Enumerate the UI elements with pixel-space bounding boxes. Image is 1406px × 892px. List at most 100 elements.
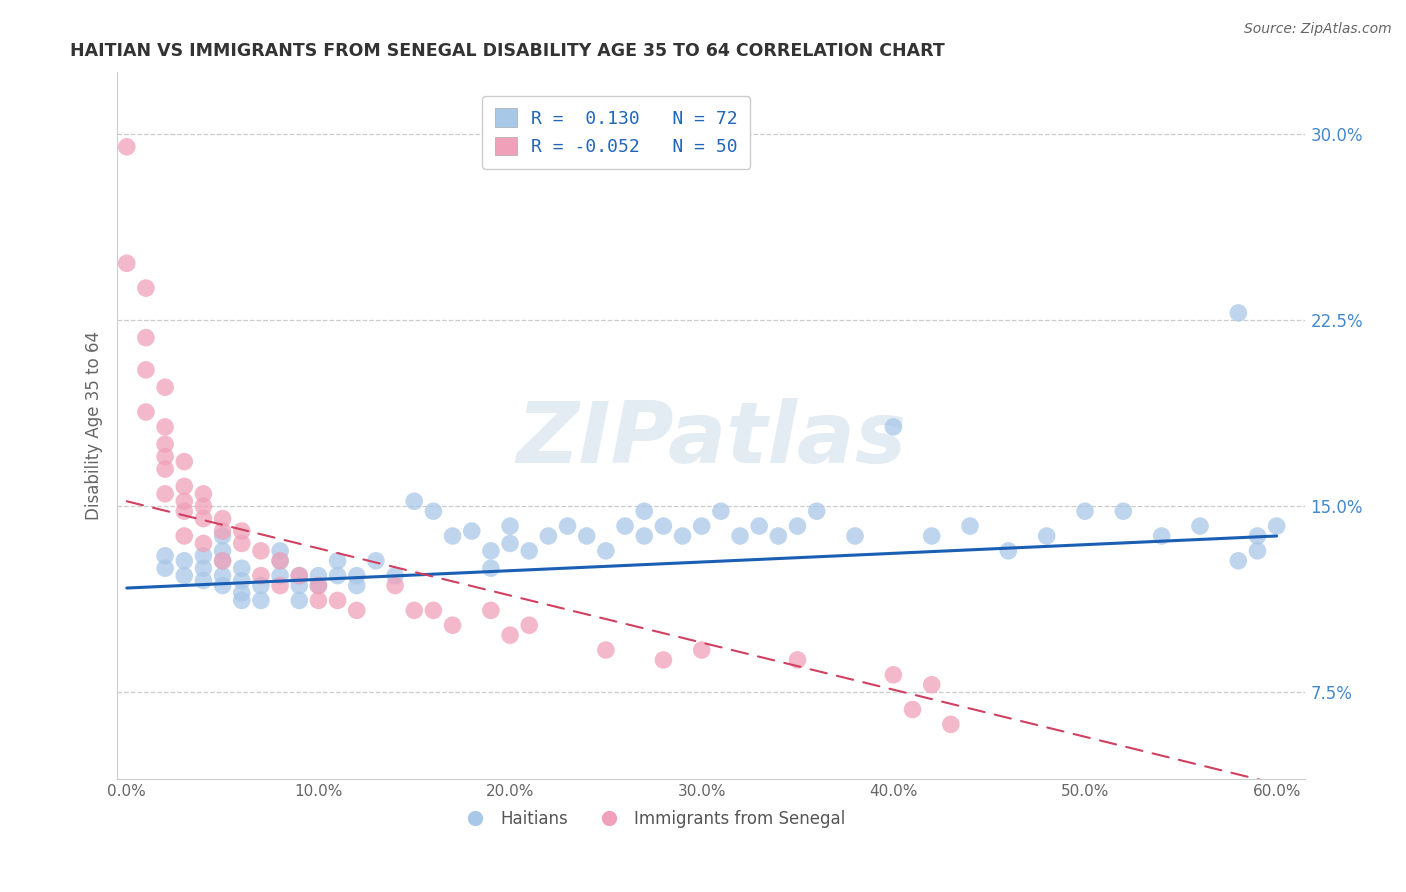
Point — [173, 554, 195, 568]
Point — [326, 554, 349, 568]
Point — [153, 487, 176, 501]
Point — [690, 643, 713, 657]
Point — [384, 568, 406, 582]
Point — [786, 653, 808, 667]
Point — [1150, 529, 1173, 543]
Point — [211, 529, 233, 543]
Text: Source: ZipAtlas.com: Source: ZipAtlas.com — [1244, 22, 1392, 37]
Point — [1265, 519, 1288, 533]
Point — [307, 578, 329, 592]
Point — [269, 578, 291, 592]
Point — [748, 519, 770, 533]
Point — [882, 420, 904, 434]
Point — [1246, 529, 1268, 543]
Point — [479, 603, 502, 617]
Point — [461, 524, 484, 538]
Point — [115, 256, 138, 270]
Point — [250, 593, 273, 607]
Point — [595, 544, 617, 558]
Point — [499, 519, 522, 533]
Point — [173, 529, 195, 543]
Point — [173, 494, 195, 508]
Point — [710, 504, 733, 518]
Point — [671, 529, 693, 543]
Point — [135, 281, 157, 295]
Point — [307, 593, 329, 607]
Point — [786, 519, 808, 533]
Point — [173, 479, 195, 493]
Point — [115, 140, 138, 154]
Point — [173, 568, 195, 582]
Point — [153, 450, 176, 464]
Point — [346, 568, 368, 582]
Point — [231, 593, 253, 607]
Point — [288, 568, 311, 582]
Point — [517, 544, 540, 558]
Point — [614, 519, 637, 533]
Point — [153, 380, 176, 394]
Point — [499, 628, 522, 642]
Point — [193, 511, 215, 525]
Point — [288, 568, 311, 582]
Point — [326, 593, 349, 607]
Point — [173, 455, 195, 469]
Point — [652, 653, 675, 667]
Point — [882, 668, 904, 682]
Point — [404, 603, 426, 617]
Point — [193, 561, 215, 575]
Point — [346, 578, 368, 592]
Point — [479, 561, 502, 575]
Point — [153, 561, 176, 575]
Point — [652, 519, 675, 533]
Point — [384, 578, 406, 592]
Point — [921, 529, 943, 543]
Point — [728, 529, 751, 543]
Point — [1227, 554, 1250, 568]
Point — [211, 554, 233, 568]
Point — [193, 549, 215, 563]
Point — [633, 504, 655, 518]
Point — [557, 519, 579, 533]
Point — [211, 524, 233, 538]
Point — [517, 618, 540, 632]
Point — [422, 603, 444, 617]
Point — [211, 554, 233, 568]
Point — [901, 702, 924, 716]
Point — [939, 717, 962, 731]
Text: ZIPatlas: ZIPatlas — [516, 399, 907, 482]
Point — [211, 568, 233, 582]
Point — [326, 568, 349, 582]
Point — [595, 643, 617, 657]
Point — [211, 511, 233, 525]
Point — [288, 578, 311, 592]
Point — [422, 504, 444, 518]
Point — [231, 574, 253, 588]
Point — [441, 618, 464, 632]
Point — [173, 504, 195, 518]
Point — [211, 544, 233, 558]
Point — [1188, 519, 1211, 533]
Point — [479, 544, 502, 558]
Point — [1074, 504, 1097, 518]
Point — [153, 549, 176, 563]
Point — [231, 524, 253, 538]
Point — [269, 554, 291, 568]
Point — [806, 504, 828, 518]
Point — [537, 529, 560, 543]
Point — [269, 554, 291, 568]
Point — [193, 574, 215, 588]
Point — [135, 363, 157, 377]
Point — [250, 544, 273, 558]
Text: HAITIAN VS IMMIGRANTS FROM SENEGAL DISABILITY AGE 35 TO 64 CORRELATION CHART: HAITIAN VS IMMIGRANTS FROM SENEGAL DISAB… — [70, 42, 945, 60]
Point — [153, 420, 176, 434]
Point — [441, 529, 464, 543]
Point — [135, 405, 157, 419]
Point — [346, 603, 368, 617]
Point — [307, 578, 329, 592]
Point — [575, 529, 598, 543]
Legend: Haitians, Immigrants from Senegal: Haitians, Immigrants from Senegal — [451, 803, 852, 834]
Point — [307, 568, 329, 582]
Point — [231, 586, 253, 600]
Point — [193, 500, 215, 514]
Point — [633, 529, 655, 543]
